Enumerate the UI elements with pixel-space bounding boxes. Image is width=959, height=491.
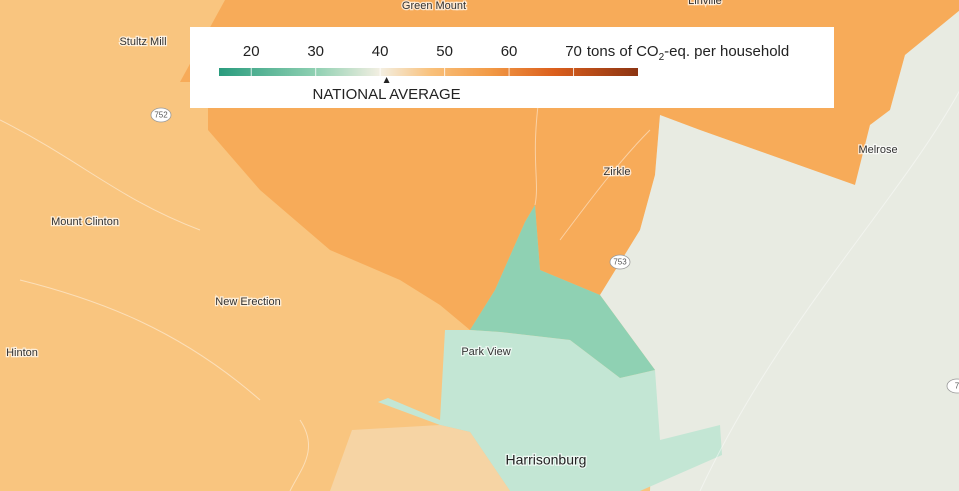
region-gray-green	[600, 10, 959, 491]
legend-tick-label: 60	[501, 43, 518, 60]
legend-tick-label: 20	[243, 43, 260, 60]
place-label: Mount Clinton	[51, 216, 119, 228]
legend-unit: tons of CO2-eq. per household	[587, 43, 789, 63]
shield-oval	[150, 107, 172, 123]
unit-suffix: -eq. per household	[664, 43, 789, 60]
place-label: Zirkle	[604, 166, 631, 178]
region-tan	[330, 425, 510, 491]
legend-tick-label: 40	[372, 43, 389, 60]
legend-box	[190, 27, 834, 108]
legend-tick-label: 70	[565, 43, 582, 60]
road-shield: 752	[150, 107, 172, 123]
region-light-teal	[378, 330, 722, 491]
place-label: Harrisonburg	[506, 452, 587, 468]
region-teal	[470, 205, 655, 378]
unit-prefix: tons of CO	[587, 43, 659, 60]
shield-oval	[609, 254, 631, 270]
place-label: Melrose	[858, 144, 897, 156]
place-label: Stultz Mill	[119, 36, 166, 48]
national-average-label: NATIONAL AVERAGE	[313, 86, 461, 103]
road-shield: 753	[609, 254, 631, 270]
place-label: Green Mount	[402, 0, 466, 12]
place-label: New Erection	[215, 296, 280, 308]
shield-label: 753	[613, 258, 627, 267]
shield-label: 7	[955, 382, 959, 391]
place-label: Hinton	[6, 347, 38, 359]
national-average-marker	[383, 77, 390, 83]
legend-tick-label: 30	[307, 43, 324, 60]
unit-subscript: 2	[659, 52, 665, 63]
road	[0, 89, 959, 491]
place-label: Linville	[688, 0, 722, 7]
road-shield: 7	[946, 378, 959, 394]
shield-label: 752	[154, 111, 168, 120]
shield-oval	[946, 378, 959, 394]
legend-color-bar	[219, 68, 638, 76]
legend-tick-label: 50	[436, 43, 453, 60]
place-label: Park View	[461, 346, 510, 358]
